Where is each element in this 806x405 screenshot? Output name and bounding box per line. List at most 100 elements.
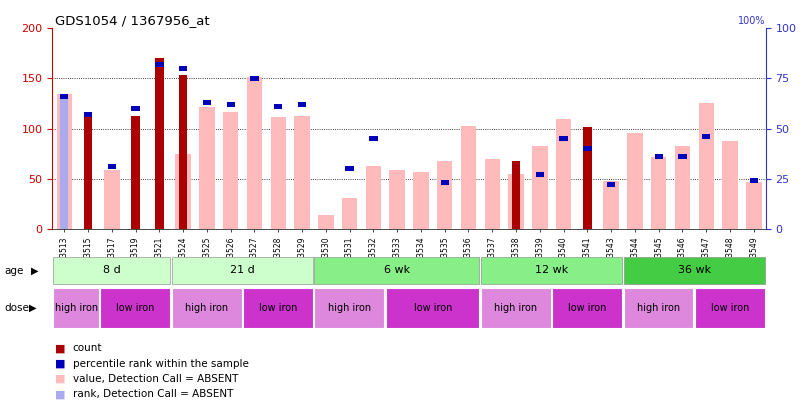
Bar: [441, 181, 449, 185]
Bar: [584, 127, 592, 229]
Text: high iron: high iron: [494, 303, 538, 313]
Text: 100%: 100%: [738, 16, 766, 26]
Text: 6 wk: 6 wk: [384, 265, 410, 275]
Bar: [342, 198, 357, 229]
Bar: [243, 288, 313, 328]
Bar: [699, 102, 714, 229]
Bar: [203, 100, 211, 105]
Text: ▶: ▶: [31, 266, 38, 275]
Bar: [294, 115, 310, 229]
Text: high iron: high iron: [55, 303, 98, 313]
Text: 21 d: 21 d: [231, 265, 255, 275]
Bar: [750, 179, 758, 183]
Bar: [226, 102, 235, 107]
Bar: [274, 104, 282, 109]
Bar: [461, 126, 476, 229]
Bar: [481, 257, 622, 284]
Bar: [156, 58, 164, 229]
Text: high iron: high iron: [185, 303, 229, 313]
Text: 12 wk: 12 wk: [535, 265, 568, 275]
Bar: [559, 136, 567, 141]
Bar: [172, 257, 313, 284]
Bar: [179, 102, 187, 229]
Bar: [651, 157, 667, 229]
Text: low iron: low iron: [413, 303, 452, 313]
Bar: [53, 288, 99, 328]
Bar: [654, 154, 663, 159]
Bar: [251, 76, 259, 81]
Text: rank, Detection Call = ABSENT: rank, Detection Call = ABSENT: [73, 390, 233, 399]
Text: value, Detection Call = ABSENT: value, Detection Call = ABSENT: [73, 374, 238, 384]
Bar: [318, 215, 334, 229]
Bar: [104, 170, 119, 229]
Bar: [199, 107, 214, 229]
Text: 8 d: 8 d: [103, 265, 121, 275]
Text: ▶: ▶: [29, 303, 36, 313]
Bar: [532, 146, 547, 229]
Text: count: count: [73, 343, 102, 353]
Bar: [481, 288, 550, 328]
Text: low iron: low iron: [711, 303, 750, 313]
Bar: [413, 172, 429, 229]
Bar: [56, 94, 72, 229]
Bar: [437, 161, 452, 229]
Text: high iron: high iron: [328, 303, 372, 313]
Bar: [223, 111, 239, 229]
Bar: [607, 183, 615, 187]
Bar: [179, 66, 187, 71]
Text: ■: ■: [55, 359, 65, 369]
Bar: [695, 288, 765, 328]
Bar: [131, 115, 139, 229]
Bar: [484, 159, 500, 229]
Bar: [702, 134, 710, 139]
Bar: [369, 136, 377, 141]
Bar: [624, 288, 693, 328]
Bar: [60, 94, 69, 99]
Bar: [131, 106, 139, 111]
Bar: [746, 182, 762, 229]
Bar: [176, 153, 191, 229]
Text: low iron: low iron: [568, 303, 607, 313]
Bar: [247, 77, 262, 229]
Bar: [53, 257, 170, 284]
Text: percentile rank within the sample: percentile rank within the sample: [73, 359, 248, 369]
Bar: [156, 62, 164, 67]
Bar: [366, 166, 381, 229]
Bar: [298, 102, 306, 107]
Bar: [536, 173, 544, 177]
Bar: [509, 174, 524, 229]
Text: GDS1054 / 1367956_at: GDS1054 / 1367956_at: [55, 14, 210, 27]
Bar: [679, 154, 687, 159]
Bar: [179, 75, 187, 229]
Text: dose: dose: [4, 303, 29, 313]
Bar: [172, 288, 242, 328]
Text: age: age: [4, 266, 23, 275]
Bar: [108, 164, 116, 169]
Text: ■: ■: [55, 343, 65, 353]
Text: ■: ■: [55, 390, 65, 399]
Bar: [386, 288, 480, 328]
Bar: [627, 132, 642, 229]
Bar: [346, 166, 354, 171]
Bar: [84, 112, 92, 117]
Bar: [556, 119, 571, 229]
Bar: [314, 288, 384, 328]
Text: low iron: low iron: [259, 303, 297, 313]
Bar: [512, 161, 520, 229]
Bar: [722, 141, 737, 229]
Bar: [389, 170, 405, 229]
Bar: [675, 146, 690, 229]
Text: ■: ■: [55, 374, 65, 384]
Bar: [604, 181, 619, 229]
Bar: [101, 288, 170, 328]
Bar: [552, 288, 622, 328]
Bar: [314, 257, 480, 284]
Bar: [584, 146, 592, 151]
Text: low iron: low iron: [116, 303, 155, 313]
Bar: [271, 117, 286, 229]
Bar: [84, 111, 92, 229]
Bar: [60, 96, 69, 229]
Bar: [624, 257, 765, 284]
Text: 36 wk: 36 wk: [678, 265, 711, 275]
Text: high iron: high iron: [637, 303, 680, 313]
